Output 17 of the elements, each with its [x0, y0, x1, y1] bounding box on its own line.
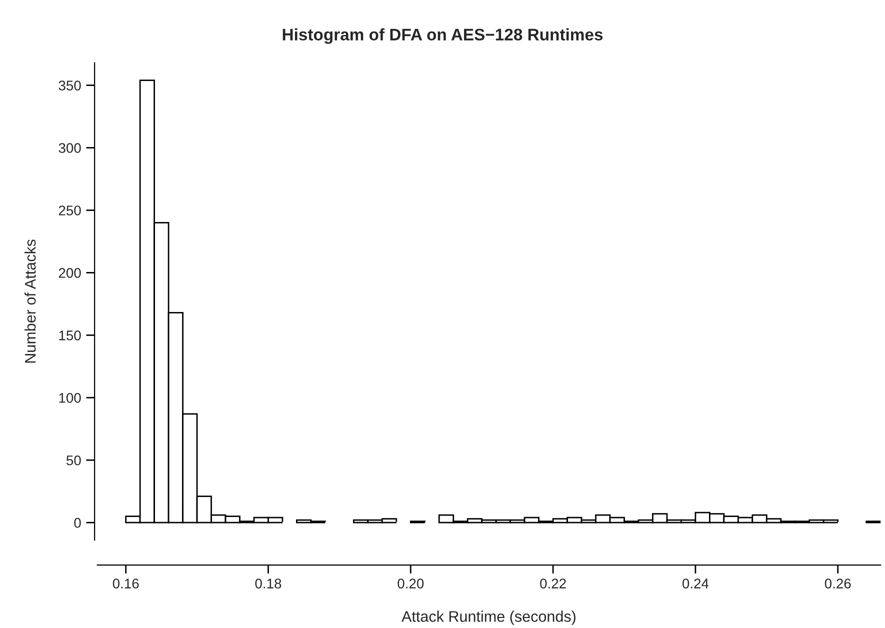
- x-axis-title: Attack Runtime (seconds): [402, 610, 576, 625]
- y-tick-label: 300: [58, 143, 81, 153]
- x-tick-label: 0.22: [540, 578, 566, 588]
- x-tick-label: 0.24: [682, 578, 709, 588]
- x-tick-label: 0.26: [824, 578, 851, 588]
- y-tick-label: 350: [58, 80, 81, 90]
- x-tick-label: 0.18: [255, 578, 282, 588]
- y-tick-label: 200: [58, 268, 81, 278]
- y-tick-label: 50: [66, 455, 81, 466]
- chart-title: Histogram of DFA on AES−128 Runtimes: [282, 28, 603, 44]
- y-tick-label: 100: [59, 392, 81, 403]
- y-axis-title: Number of Attacks: [24, 240, 36, 363]
- y-tick-label: 250: [58, 206, 81, 216]
- y-tick-label: 0: [74, 518, 81, 528]
- x-tick-label: 0.16: [112, 578, 139, 588]
- y-tick-label: 150: [59, 330, 81, 340]
- x-tick-label: 0.20: [398, 578, 424, 588]
